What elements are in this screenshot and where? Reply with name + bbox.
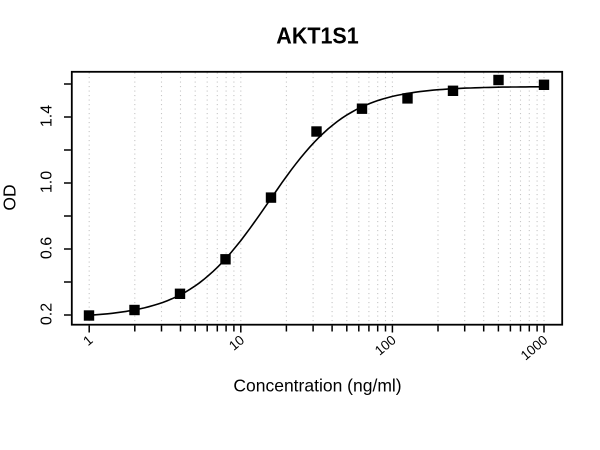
svg-text:AKT1S1: AKT1S1 — [276, 23, 358, 49]
svg-text:10: 10 — [226, 332, 247, 353]
svg-text:Concentration (ng/ml): Concentration (ng/ml) — [233, 376, 401, 396]
svg-text:0.2: 0.2 — [39, 303, 56, 325]
svg-text:1.4: 1.4 — [39, 105, 56, 127]
svg-text:0.6: 0.6 — [39, 237, 56, 259]
svg-text:1.0: 1.0 — [39, 171, 56, 193]
svg-text:OD: OD — [0, 184, 20, 210]
